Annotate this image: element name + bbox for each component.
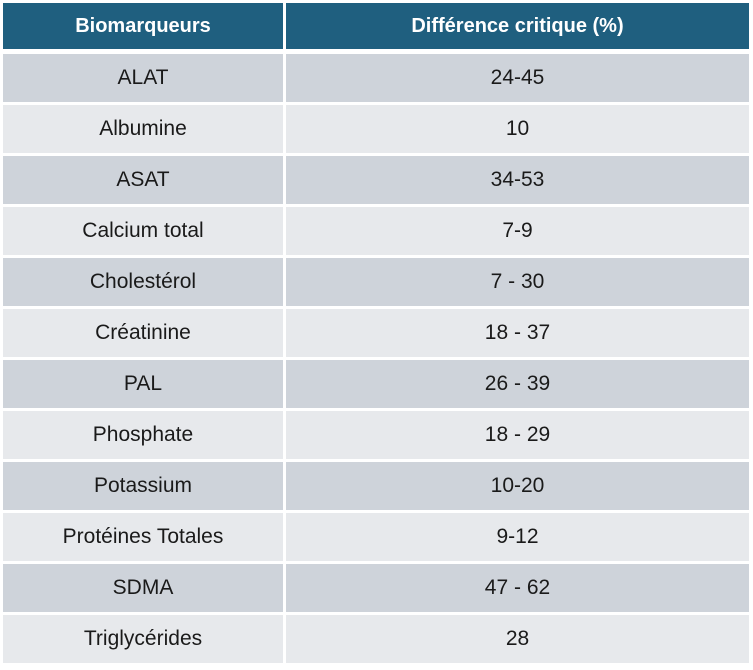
biomarker-cell: Calcium total bbox=[3, 205, 286, 256]
critical-difference-cell: 7-9 bbox=[286, 205, 749, 256]
table-row: Créatinine 18 - 37 bbox=[3, 307, 749, 358]
table-row: Potassium 10-20 bbox=[3, 460, 749, 511]
critical-difference-cell: 28 bbox=[286, 613, 749, 664]
biomarker-table-container: Biomarqueurs Différence critique (%) ALA… bbox=[3, 3, 749, 664]
table-row: SDMA 47 - 62 bbox=[3, 562, 749, 613]
critical-difference-cell: 10 bbox=[286, 103, 749, 154]
biomarker-cell: Phosphate bbox=[3, 409, 286, 460]
table-row: Protéines Totales 9-12 bbox=[3, 511, 749, 562]
table-row: ALAT 24-45 bbox=[3, 52, 749, 103]
table-row: PAL 26 - 39 bbox=[3, 358, 749, 409]
table-row: Calcium total 7-9 bbox=[3, 205, 749, 256]
table-row: Triglycérides 28 bbox=[3, 613, 749, 664]
biomarker-cell: Potassium bbox=[3, 460, 286, 511]
critical-difference-cell: 18 - 29 bbox=[286, 409, 749, 460]
critical-difference-cell: 26 - 39 bbox=[286, 358, 749, 409]
table-row: Phosphate 18 - 29 bbox=[3, 409, 749, 460]
table-row: ASAT 34-53 bbox=[3, 154, 749, 205]
table-header-row: Biomarqueurs Différence critique (%) bbox=[3, 3, 749, 52]
critical-difference-cell: 47 - 62 bbox=[286, 562, 749, 613]
biomarker-cell: Créatinine bbox=[3, 307, 286, 358]
column-header-biomarker: Biomarqueurs bbox=[3, 3, 286, 52]
biomarker-cell: Protéines Totales bbox=[3, 511, 286, 562]
biomarker-cell: Albumine bbox=[3, 103, 286, 154]
biomarker-cell: SDMA bbox=[3, 562, 286, 613]
biomarker-cell: PAL bbox=[3, 358, 286, 409]
table-row: Albumine 10 bbox=[3, 103, 749, 154]
biomarker-cell: ALAT bbox=[3, 52, 286, 103]
biomarker-cell: Cholestérol bbox=[3, 256, 286, 307]
critical-difference-cell: 24-45 bbox=[286, 52, 749, 103]
critical-difference-cell: 10-20 bbox=[286, 460, 749, 511]
critical-difference-cell: 18 - 37 bbox=[286, 307, 749, 358]
critical-difference-cell: 9-12 bbox=[286, 511, 749, 562]
table-row: Cholestérol 7 - 30 bbox=[3, 256, 749, 307]
column-header-critical-difference: Différence critique (%) bbox=[286, 3, 749, 52]
biomarker-cell: ASAT bbox=[3, 154, 286, 205]
biomarker-table: Biomarqueurs Différence critique (%) ALA… bbox=[3, 3, 749, 664]
critical-difference-cell: 34-53 bbox=[286, 154, 749, 205]
critical-difference-cell: 7 - 30 bbox=[286, 256, 749, 307]
biomarker-cell: Triglycérides bbox=[3, 613, 286, 664]
